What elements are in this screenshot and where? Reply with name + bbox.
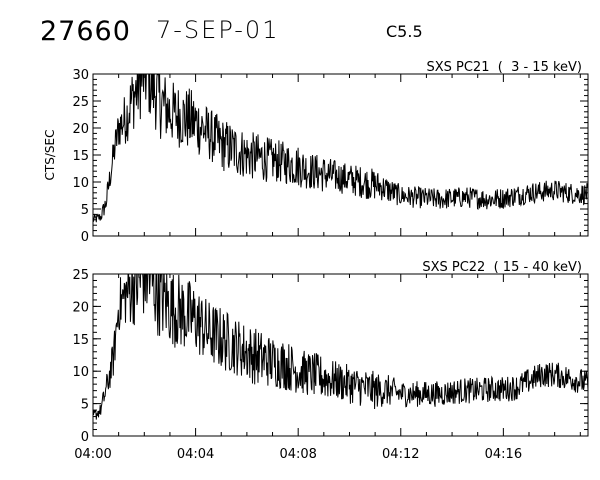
y-axis-label: CTS/SEC bbox=[43, 130, 57, 181]
panel-1: 0 5 10 15 20 25 30 SXS PC21 ( 3 - 15 keV) CTS/SE… bbox=[43, 60, 589, 245]
y-tick-label: 5 bbox=[81, 203, 89, 218]
series-line bbox=[93, 74, 588, 223]
x-tick-label: 04:00 bbox=[74, 447, 111, 462]
event-id: 27660 bbox=[40, 16, 131, 47]
y-tick-label: 15 bbox=[72, 149, 89, 164]
panel-title: SXS PC22 ( 15 - 40 keV) bbox=[422, 260, 582, 275]
y-tick-label: 20 bbox=[72, 122, 89, 137]
y-tick-label: 10 bbox=[72, 176, 89, 191]
y-tick-label: 25 bbox=[72, 95, 89, 110]
y-tick-label: 20 bbox=[72, 300, 89, 315]
plot-frame bbox=[92, 273, 589, 437]
panel-title: SXS PC21 ( 3 - 15 keV) bbox=[426, 60, 582, 75]
y-tick-label: 0 bbox=[81, 430, 89, 445]
panel-2: 0 5 10 15 20 25 SXS PC22 ( 15 - 40 keV) 04:00 04… bbox=[72, 260, 589, 462]
series-line bbox=[93, 274, 588, 420]
y-tick-label: 30 bbox=[72, 68, 89, 83]
plot-frame bbox=[92, 73, 589, 237]
flare-class: C5.5 bbox=[386, 22, 423, 41]
y-tick-label: 0 bbox=[81, 230, 89, 245]
x-tick-label: 04:12 bbox=[382, 447, 419, 462]
x-tick-label: 04:04 bbox=[177, 447, 214, 462]
x-tick-label: 04:08 bbox=[279, 447, 316, 462]
y-tick-label: 10 bbox=[72, 365, 89, 380]
y-tick-label: 25 bbox=[72, 268, 89, 283]
y-tick-label: 15 bbox=[72, 333, 89, 348]
event-date: 7-SEP-01 bbox=[156, 16, 280, 44]
x-tick-label: 04:16 bbox=[485, 447, 522, 462]
y-tick-label: 5 bbox=[81, 398, 89, 413]
